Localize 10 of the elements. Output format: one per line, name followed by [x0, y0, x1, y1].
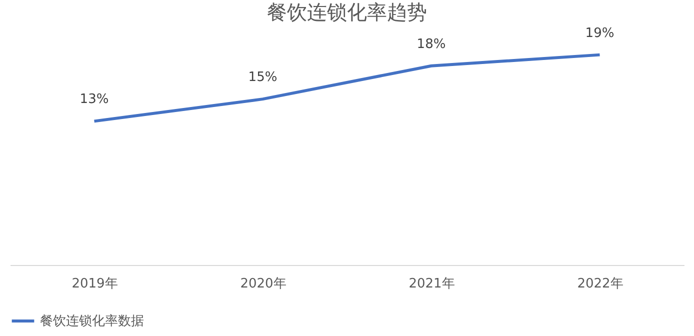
- data-label: 19%: [585, 26, 614, 41]
- chart-title: 餐饮连锁化率趋势: [267, 0, 427, 24]
- x-tick-label: 2020年: [240, 276, 286, 292]
- x-tick-label: 2022年: [577, 276, 624, 292]
- legend-label: 餐饮连锁化率数据: [40, 313, 144, 329]
- x-tick-label: 2021年: [408, 276, 455, 292]
- data-label: 13%: [80, 92, 109, 108]
- data-label: 15%: [248, 70, 278, 86]
- x-tick-label: 2019年: [72, 276, 118, 292]
- data-label: 18%: [416, 36, 446, 52]
